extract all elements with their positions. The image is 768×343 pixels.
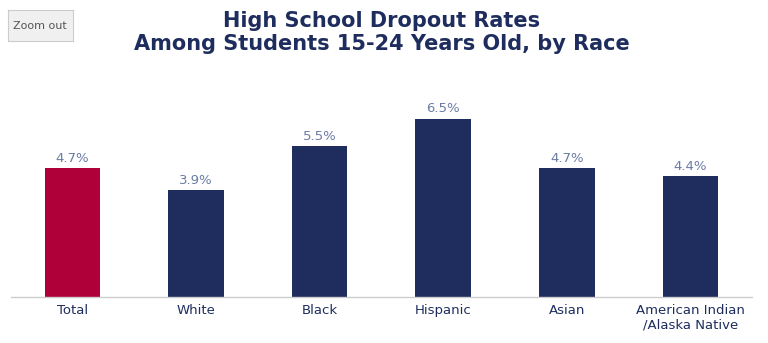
Text: Zoom out: Zoom out (14, 21, 67, 31)
Text: 4.4%: 4.4% (674, 160, 707, 173)
Bar (539, 168, 594, 297)
Title: High School Dropout Rates
Among Students 15-24 Years Old, by Race: High School Dropout Rates Among Students… (134, 11, 629, 54)
Text: 6.5%: 6.5% (426, 103, 460, 115)
Bar (45, 168, 101, 297)
Bar (168, 190, 224, 297)
Bar (415, 119, 471, 297)
Text: 5.5%: 5.5% (303, 130, 336, 143)
Text: 3.9%: 3.9% (179, 174, 213, 187)
Text: 4.7%: 4.7% (56, 152, 89, 165)
Bar (663, 176, 718, 297)
Text: 4.7%: 4.7% (550, 152, 584, 165)
Bar (292, 146, 347, 297)
